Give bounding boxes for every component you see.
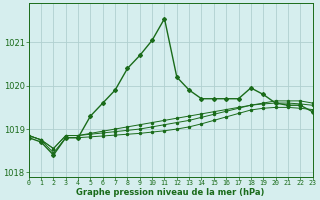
X-axis label: Graphe pression niveau de la mer (hPa): Graphe pression niveau de la mer (hPa)	[76, 188, 265, 197]
